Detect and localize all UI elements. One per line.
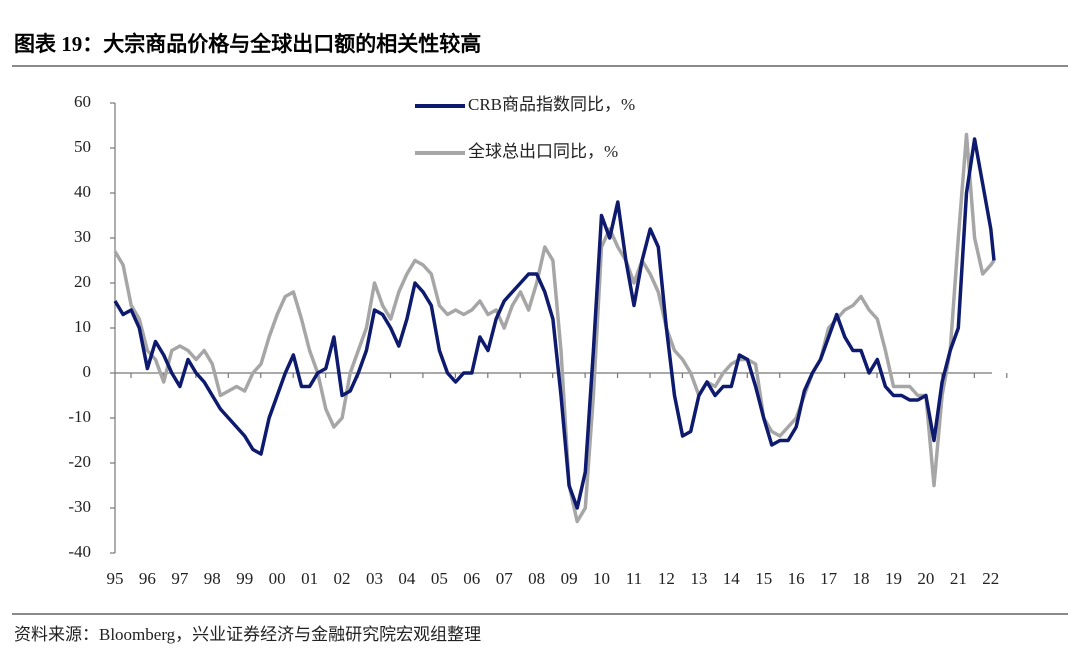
y-tick-label: 60	[74, 92, 91, 111]
y-tick-label: 0	[83, 362, 92, 381]
legend-label: 全球总出口同比，%	[468, 142, 618, 161]
x-tick-label: 96	[139, 569, 156, 588]
legend-label: CRB商品指数同比，%	[468, 95, 635, 114]
y-tick-label: 40	[74, 182, 91, 201]
y-tick-label: -30	[68, 497, 91, 516]
x-tick-label: 01	[301, 569, 318, 588]
y-tick-label: 10	[74, 317, 91, 336]
y-tick-label: -40	[68, 542, 91, 561]
y-tick-label: 20	[74, 272, 91, 291]
x-tick-label: 03	[366, 569, 383, 588]
x-tick-label: 15	[755, 569, 772, 588]
x-tick-label: 17	[820, 569, 838, 588]
x-tick-label: 07	[496, 569, 514, 588]
x-tick-label: 95	[107, 569, 124, 588]
x-tick-label: 04	[398, 569, 416, 588]
x-tick-label: 22	[982, 569, 999, 588]
x-tick-label: 98	[204, 569, 221, 588]
x-tick-label: 10	[593, 569, 610, 588]
y-tick-label: -20	[68, 452, 91, 471]
chart-title: 图表 19：大宗商品价格与全球出口额的相关性较高	[14, 32, 481, 56]
series-line	[113, 137, 996, 510]
x-tick-label: 05	[431, 569, 448, 588]
x-tick-label: 18	[853, 569, 870, 588]
x-tick-label: 14	[723, 569, 741, 588]
x-tick-label: 00	[269, 569, 286, 588]
x-tick-label: 16	[788, 569, 805, 588]
series-line	[113, 132, 996, 524]
x-tick-label: 13	[690, 569, 707, 588]
x-tick-label: 02	[334, 569, 351, 588]
x-tick-label: 21	[950, 569, 967, 588]
y-tick-label: -10	[68, 407, 91, 426]
y-tick-label: 30	[74, 227, 91, 246]
x-tick-label: 19	[885, 569, 902, 588]
x-tick-label: 12	[658, 569, 675, 588]
x-tick-label: 11	[626, 569, 642, 588]
x-tick-label: 09	[561, 569, 578, 588]
x-tick-label: 97	[171, 569, 189, 588]
x-tick-label: 08	[528, 569, 545, 588]
x-tick-label: 99	[236, 569, 253, 588]
x-tick-label: 20	[917, 569, 934, 588]
x-tick-label: 06	[463, 569, 480, 588]
source-note: 资料来源：Bloomberg，兴业证券经济与金融研究院宏观组整理	[14, 625, 481, 644]
y-tick-label: 50	[74, 137, 91, 156]
